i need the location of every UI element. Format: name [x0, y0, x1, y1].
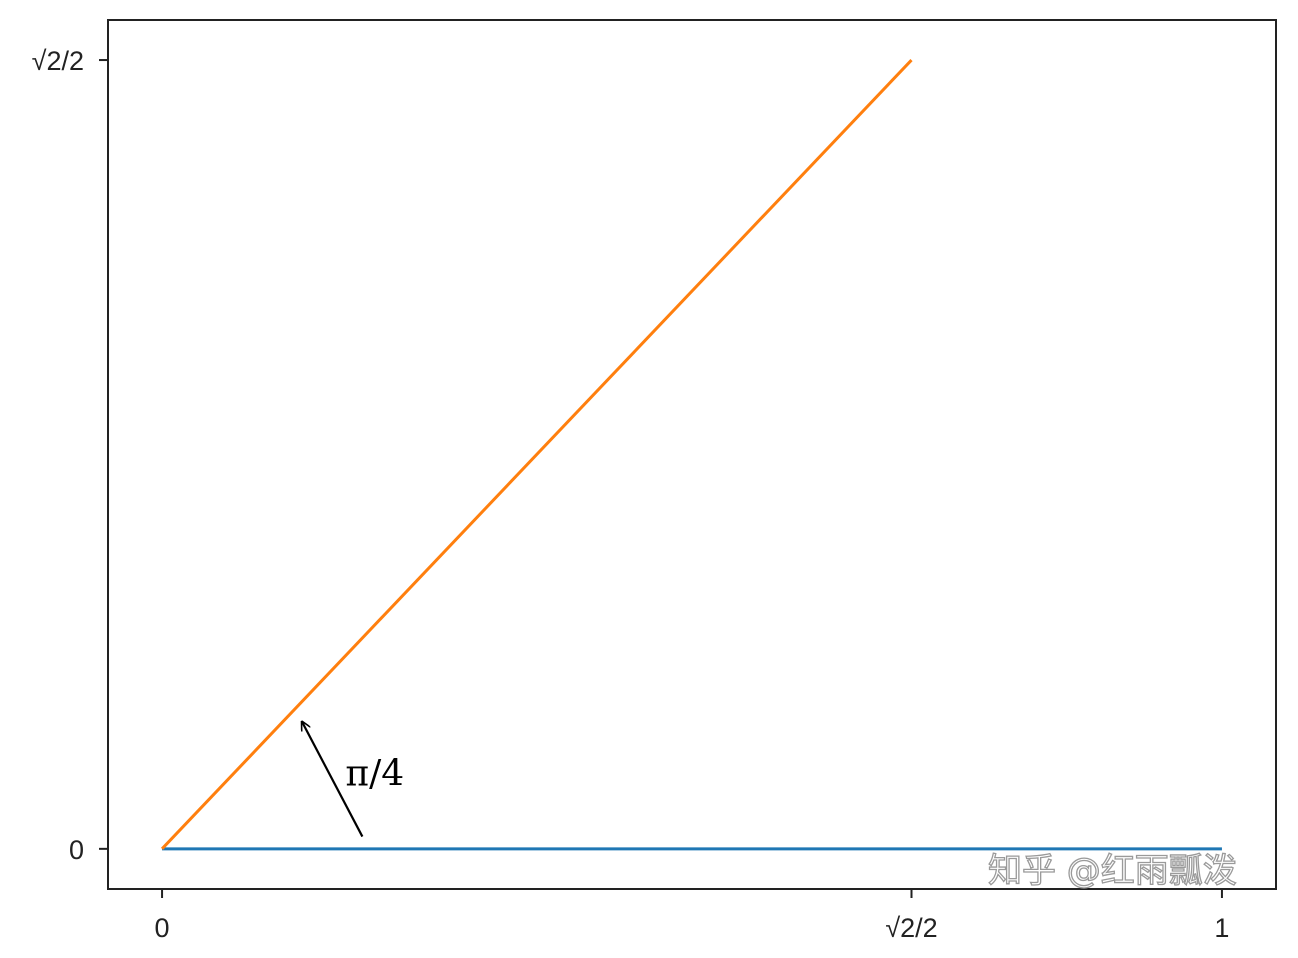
y-tick-label: √2/2 [32, 46, 84, 76]
x-tick-label: 0 [155, 913, 170, 943]
x-tick-label: √2/2 [885, 913, 937, 943]
y-tick-label: 0 [69, 835, 84, 865]
axes-frame [107, 19, 1277, 890]
series-line-1 [160, 59, 913, 850]
annotation-label: π/4 [345, 753, 404, 794]
watermark: 知乎 @红雨瓢泼 [988, 851, 1237, 891]
annotation-arrow [302, 722, 364, 838]
x-tick-label: 1 [1214, 913, 1229, 943]
